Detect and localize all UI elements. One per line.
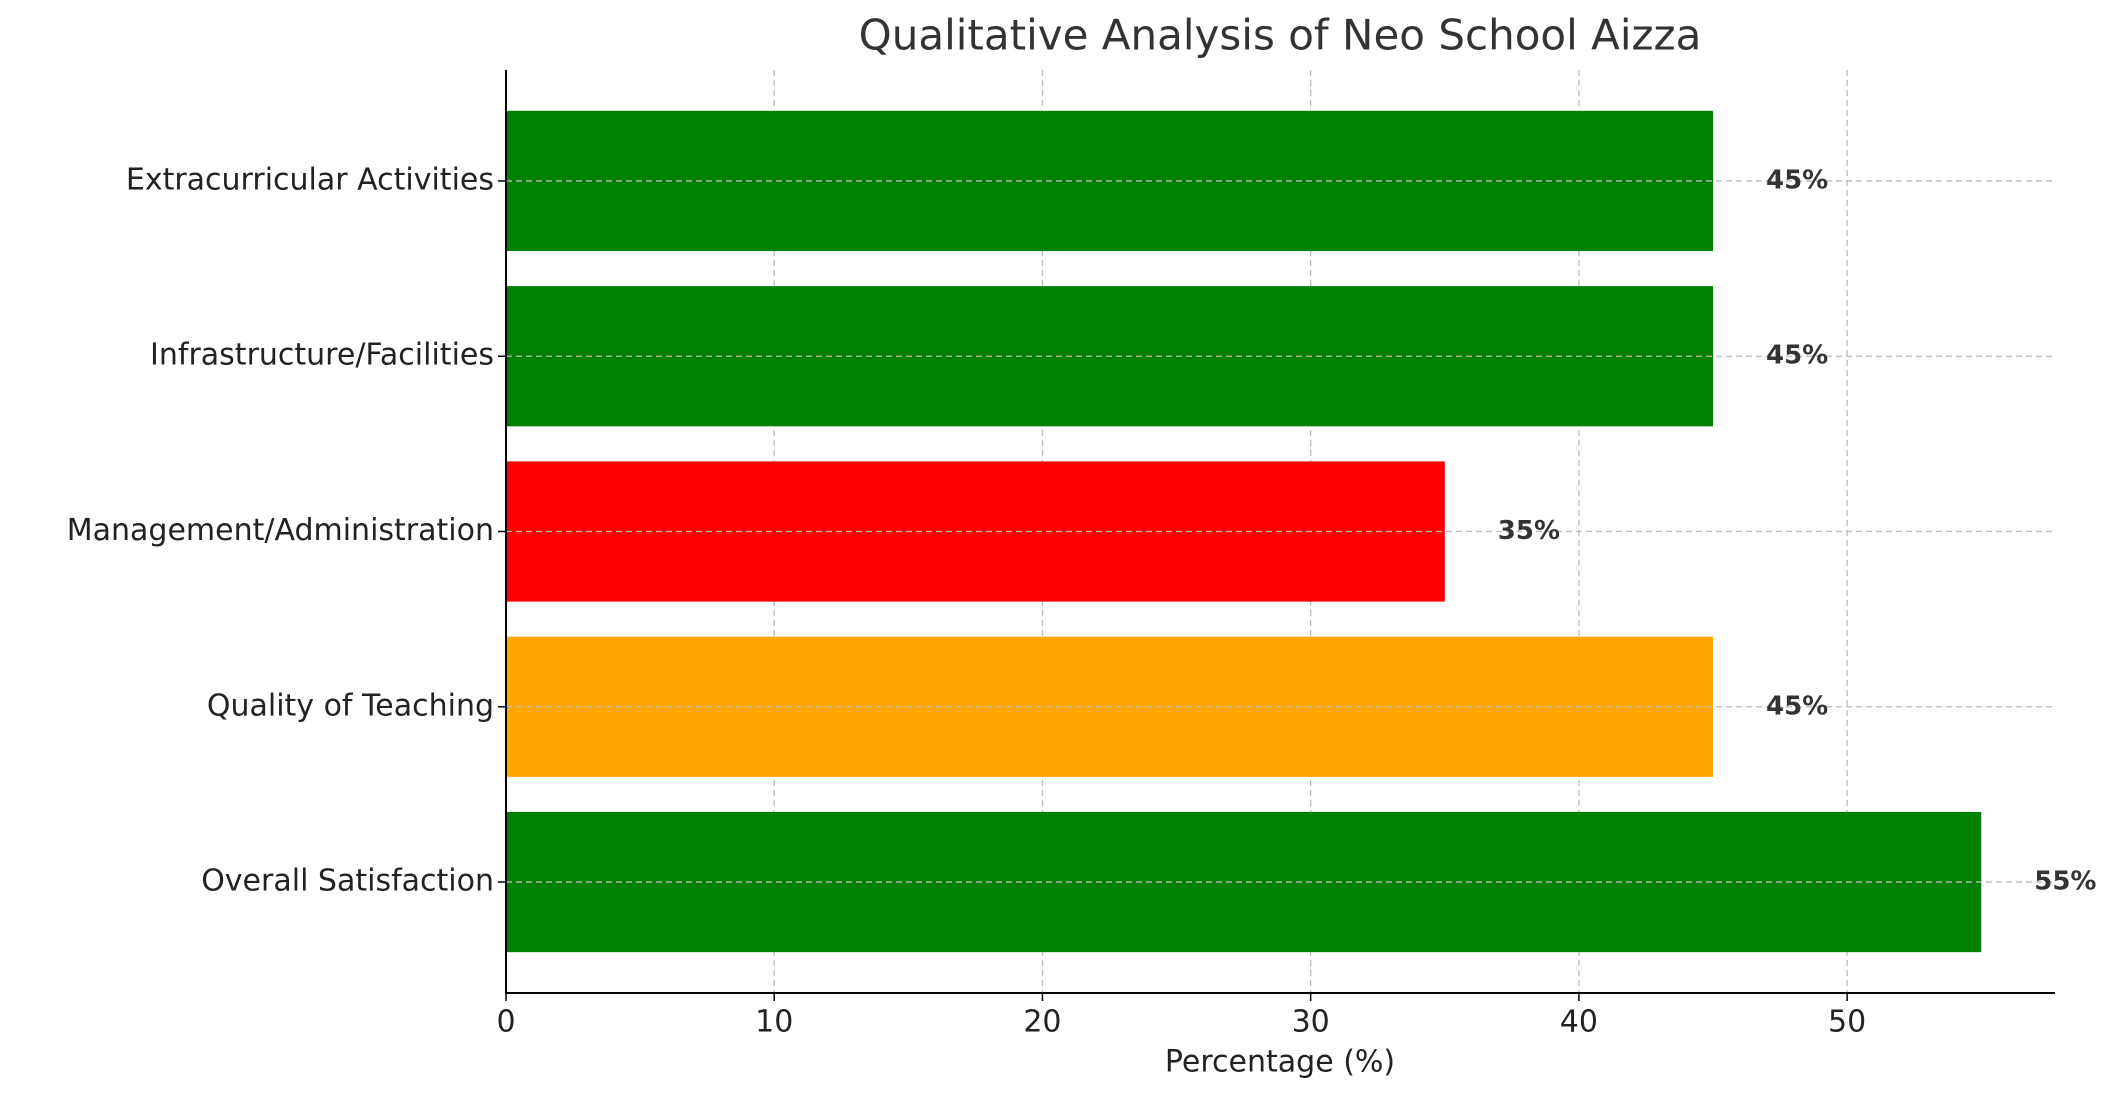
x-tick-label: 30: [1292, 1005, 1330, 1040]
y-tick-label: Overall Satisfaction: [201, 864, 494, 899]
x-tick-label: 0: [496, 1005, 515, 1040]
x-tick-label: 50: [1828, 1005, 1866, 1040]
x-tick-label: 10: [755, 1005, 793, 1040]
value-label: 45%: [1766, 341, 1828, 371]
value-label: 45%: [1766, 165, 1828, 195]
y-tick-label: Quality of Teaching: [207, 688, 494, 723]
x-tick-label: 40: [1560, 1005, 1598, 1040]
value-label: 35%: [1498, 516, 1560, 546]
x-axis-label: Percentage (%): [1165, 1045, 1395, 1080]
y-tick-label: Management/Administration: [67, 513, 494, 548]
chart-title: Qualitative Analysis of Neo School Aizza: [859, 11, 1702, 60]
value-label: 55%: [2034, 867, 2096, 897]
x-tick-label: 20: [1023, 1005, 1061, 1040]
y-tick-label: Infrastructure/Facilities: [150, 338, 494, 373]
value-label: 45%: [1766, 691, 1828, 721]
y-tick-label: Extracurricular Activities: [126, 162, 494, 197]
